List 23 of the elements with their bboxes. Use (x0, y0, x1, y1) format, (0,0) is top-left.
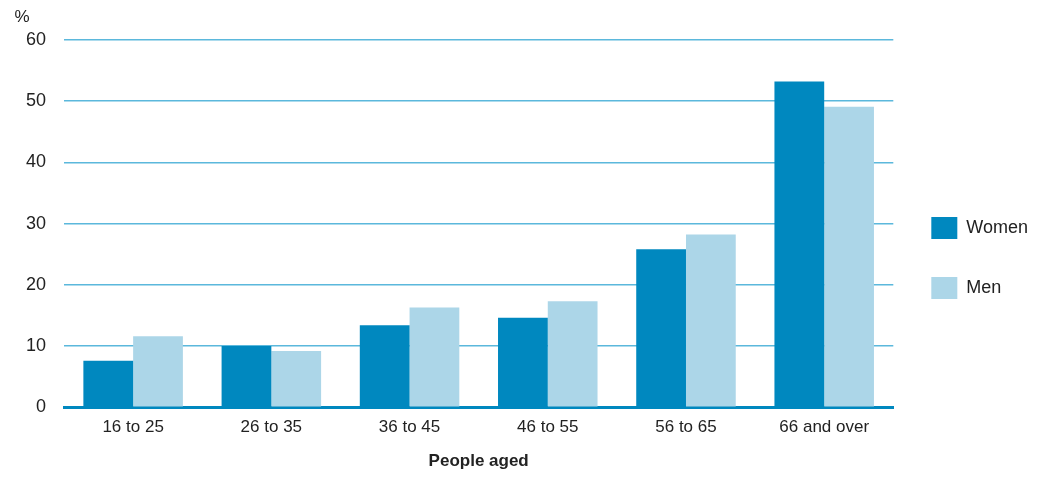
bar (824, 106, 874, 407)
legend-label: Men (966, 276, 1002, 297)
bar (409, 307, 460, 407)
bar (133, 336, 183, 407)
y-tick-label: 10 (25, 334, 47, 355)
x-tick-label: 16 to 25 (102, 417, 164, 437)
x-tick-label: 46 to 55 (517, 417, 579, 437)
y-axis-title: % (14, 7, 30, 27)
y-tick-label: 40 (25, 151, 47, 172)
bar (547, 301, 598, 407)
y-tick-label: 60 (25, 28, 47, 49)
x-axis-title: People aged (428, 451, 529, 471)
x-tick-label: 56 to 65 (655, 417, 717, 437)
legend-label: Women (966, 216, 1029, 237)
x-tick-label: 26 to 35 (240, 417, 303, 437)
y-tick-label: 0 (36, 396, 47, 417)
bar (685, 234, 736, 407)
y-tick-label: 20 (25, 273, 47, 294)
y-tick-label: 30 (25, 212, 47, 233)
y-tick-label: 50 (25, 90, 47, 111)
x-tick-label: 36 to 45 (378, 417, 441, 437)
bar (271, 350, 322, 407)
x-tick-label: 66 and over (779, 417, 870, 437)
